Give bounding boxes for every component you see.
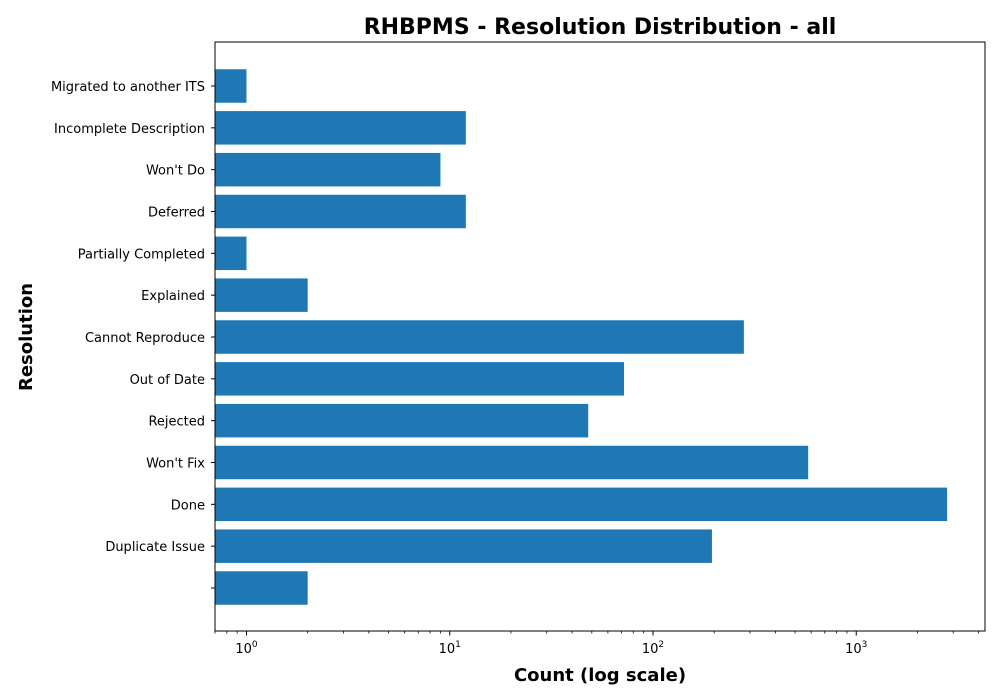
bar-explained [215,278,308,312]
bar-out-of-date [215,362,624,396]
bar-duplicate-issue [215,529,712,563]
bar-won-t-do [215,152,441,187]
y-tick-label: Won't Fix [146,457,205,472]
bar-cannot-reproduce [215,320,744,354]
y-tick-label: Rejected [148,415,205,430]
x-tick-label: 102 [642,640,664,657]
x-axis-title: Count (log scale) [514,665,686,686]
y-tick-label: Migrated to another ITS [51,80,205,95]
x-tick-label: 103 [845,640,867,657]
y-ticks-group: Duplicate Issue Done Won't Fix Rejected Out … [51,80,215,589]
x-tick-label: 101 [439,640,461,657]
x-ticks-group: 100 101 102 103 [214,631,980,657]
bar-deferred [215,194,466,229]
y-tick-label: Deferred [148,206,205,221]
y-tick-label: Explained [141,289,205,304]
y-tick-label: Partially Completed [78,247,205,262]
bar-migrated-to-another-its [215,69,247,103]
bar-partially-completed [215,236,247,271]
chart-title: RHBPMS - Resolution Distribution - all [364,15,837,40]
bar-done [215,487,948,522]
x-tick-label: 100 [235,640,258,657]
bar-rejected [215,403,589,438]
y-tick-label: Won't Do [146,164,205,179]
y-tick-label: Cannot Reproduce [85,331,205,346]
bars-group [215,69,948,605]
bar-incomplete-description [215,111,466,145]
y-tick-label: Done [171,498,205,513]
bar-won-t-fix [215,445,809,480]
bar-blank [215,571,308,605]
y-axis-title: Resolution [16,283,37,391]
y-tick-label: Duplicate Issue [105,540,205,555]
y-tick-label: Out of Date [130,373,205,388]
y-tick-label: Incomplete Description [54,122,205,137]
